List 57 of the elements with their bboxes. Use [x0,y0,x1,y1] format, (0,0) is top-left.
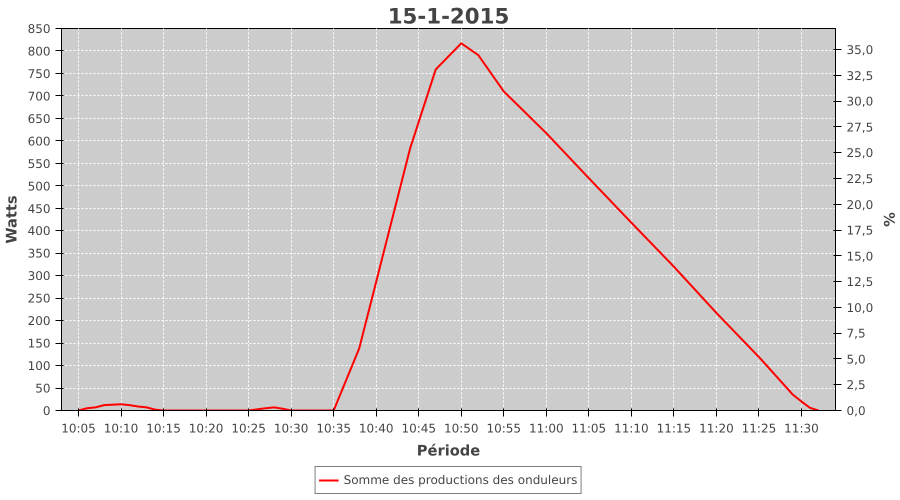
y2-tick-label: 27,5 [846,120,874,134]
x-tick-label: 11:30 [784,422,819,436]
x-tick-label: 10:30 [274,422,308,436]
y-tick-label: 500 [28,179,50,194]
x-tick-label: 11:00 [529,422,564,436]
y-tick-label: 450 [28,202,50,216]
x-tick-label: 10:55 [486,422,522,436]
legend-label: Somme des productions des onduleurs [344,473,578,487]
y-tick-label: 800 [28,44,50,58]
y-tick-label: 350 [28,246,50,261]
y-tick-label: 250 [28,292,50,306]
x-tick-label: 11:10 [614,422,649,436]
x-tick-label: 10:15 [146,422,181,436]
chart-title: 15-1-2015 [388,4,510,30]
y2-tick-label: 30,0 [846,94,874,109]
y-tick-label: 50 [35,382,51,396]
x-tick-label: 10:45 [401,422,436,436]
line-series [78,42,820,410]
y2-tick-label: 25,0 [846,146,874,160]
x-tick-label: 10:50 [444,422,479,436]
x-tick-label: 10:10 [104,422,138,436]
x-tick-label: 11:25 [742,422,776,436]
y-tick-label: 650 [28,112,50,126]
x-tick-label: 10:25 [231,422,266,436]
x-tick-label: 10:35 [316,422,351,436]
x-tick-label: 10:20 [188,422,224,436]
y-tick-label: 750 [28,66,50,81]
x-tick-label: 11:20 [699,422,734,436]
y2-tick-label: 7,5 [846,326,866,341]
y-tick-label: 0 [42,404,51,418]
x-axis-title: Période [416,442,480,460]
y-tick-label: 550 [28,156,50,171]
y2-tick-label: 0,0 [846,404,866,418]
y2-tick-label: 20,0 [846,198,874,212]
y-tick-label: 100 [28,359,50,374]
y2-tick-label: 12,5 [846,275,874,290]
x-tick-label: 11:15 [656,422,692,436]
y2-tick-label: 5,0 [846,352,866,366]
y2-tick-label: 15,0 [846,249,874,264]
y-axis-title: Watts [4,195,21,244]
y-tick-label: 700 [28,89,50,104]
y-tick-label: 400 [28,224,50,238]
x-tick-label: 10:05 [61,422,96,436]
y2-tick-label: 10,0 [846,300,874,315]
y2-tick-label: 22,5 [846,172,874,186]
y2-tick-label: 35,0 [846,43,874,58]
x-tick-label: 11:05 [572,422,606,436]
y-tick-label: 200 [28,314,50,328]
y-tick-label: 300 [28,269,50,284]
y2-tick-label: 32,5 [846,68,874,83]
y-tick-label: 600 [28,134,50,148]
y2-tick-label: 2,5 [846,378,866,392]
y2-axis-title: % [880,212,898,228]
x-tick-label: 10:40 [358,422,394,436]
y-tick-label: 150 [28,336,50,351]
y-tick-label: 850 [28,22,50,36]
y2-tick-label: 17,5 [846,224,874,238]
